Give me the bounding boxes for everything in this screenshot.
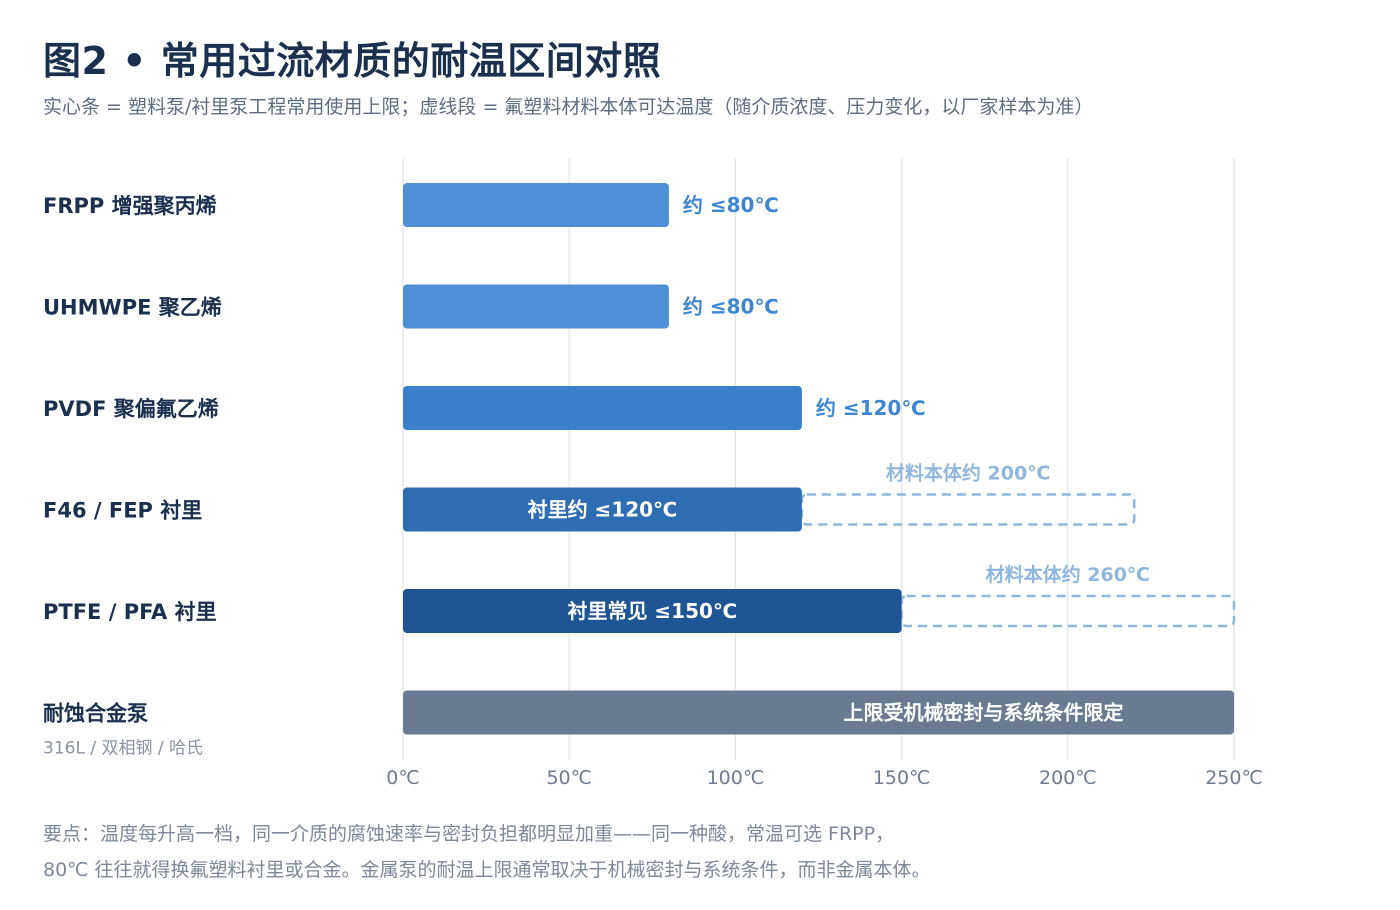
row-label: F46 / FEP 衬里 xyxy=(43,499,202,523)
row-label: PVDF 聚偏氟乙烯 xyxy=(43,397,219,421)
row-label: UHMWPE 聚乙烯 xyxy=(43,296,222,320)
extended-range-label: 材料本体约 200℃ xyxy=(886,462,1050,485)
bar xyxy=(403,386,802,430)
temperature-range-chart: 0℃ 50℃ 100℃ 150℃ 200℃ 250℃FRPP 增强聚丙烯约 ≤80℃UHM… xyxy=(43,158,1263,789)
x-tick-label: 50℃ xyxy=(546,767,592,789)
key-points-note: 要点：温度每升高一档，同一介质的腐蚀速率与密封负担都明显加重——同一种酸，常温可… xyxy=(43,816,931,888)
extended-range-bar xyxy=(800,493,1136,526)
x-tick-label: 100℃ xyxy=(707,767,765,789)
x-tick-label: 200℃ xyxy=(1039,767,1097,789)
chart-title: 图2 • 常用过流材质的耐温区间对照 xyxy=(43,39,662,83)
bar xyxy=(403,589,902,633)
bar xyxy=(403,183,669,227)
note-line-1: 要点：温度每升高一档，同一介质的腐蚀速率与密封负担都明显加重——同一种酸，常温可… xyxy=(43,823,895,845)
bar xyxy=(403,487,802,532)
chart-subtitle: 实心条 = 塑料泵/衬里泵工程常用使用上限；虚线段 = 氟塑料材料本体可达温度（… xyxy=(43,96,1094,118)
bar-value-label: 衬里常见 ≤150℃ xyxy=(567,599,737,623)
bar xyxy=(403,284,669,329)
bar-value-label: 约 ≤80℃ xyxy=(683,295,779,319)
x-tick-label: 150℃ xyxy=(873,767,931,789)
bar xyxy=(403,690,1234,735)
bar-value-label: 衬里约 ≤120℃ xyxy=(528,498,678,522)
x-tick-label: 250℃ xyxy=(1205,767,1263,789)
x-tick-label: 0℃ xyxy=(386,767,419,789)
note-line-2: 80℃ 往往就得换氟塑料衬里或合金。金属泵的耐温上限通常取决于机械密封与系统条件… xyxy=(43,859,931,881)
row-label: 耐蚀合金泵 xyxy=(43,702,148,726)
row-label: PTFE / PFA 衬里 xyxy=(43,600,217,624)
row-label: FRPP 增强聚丙烯 xyxy=(43,194,217,218)
extended-range-label: 材料本体约 260℃ xyxy=(986,563,1150,586)
bar-value-label: 约 ≤80℃ xyxy=(683,193,779,217)
bar-value-label: 约 ≤120℃ xyxy=(816,396,926,420)
row-sublabel: 316L / 双相钢 / 哈氏 xyxy=(43,739,203,759)
bar-value-label: 上限受机械密封与系统条件限定 xyxy=(844,701,1124,725)
